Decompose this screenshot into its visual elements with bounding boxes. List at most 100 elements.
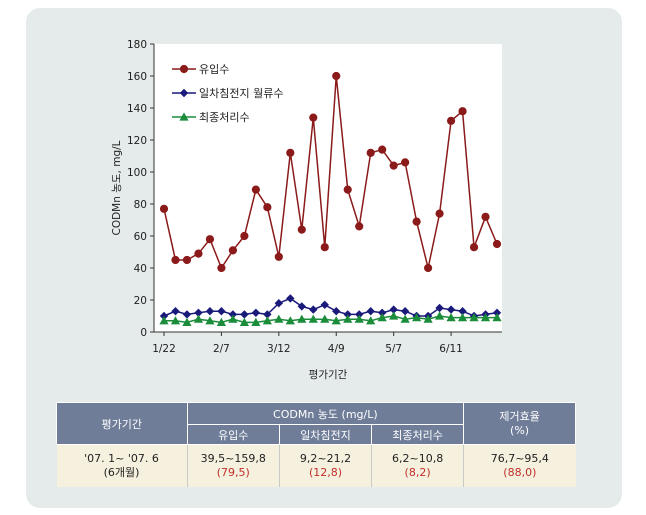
data-point: [366, 316, 376, 325]
data-point: [389, 161, 398, 170]
data-point: [446, 313, 456, 322]
data-point: [309, 305, 318, 314]
period-range: '07. 1~ '07. 6: [84, 451, 159, 465]
summary-table: 평가기간 CODMn 농도 (mg/L) 제거효율 (%) 유입수 일차침전지 …: [56, 402, 576, 487]
data-point: [366, 307, 375, 316]
data-point: [435, 303, 444, 313]
data-point: [377, 313, 387, 322]
data-point: [366, 148, 375, 157]
data-point: [286, 294, 295, 303]
series-0: [159, 71, 502, 273]
data-point: [492, 313, 502, 322]
data-point: [228, 246, 237, 255]
data-point: [274, 299, 284, 308]
data-point: [332, 307, 341, 316]
data-point: [424, 263, 433, 273]
data-point: [320, 243, 329, 252]
y-tick-label: 60: [134, 231, 147, 243]
removal-range: 76,7~95,4: [490, 451, 549, 465]
data-point: [194, 308, 203, 317]
y-tick-label: 180: [127, 39, 147, 51]
data-point: [251, 185, 260, 194]
data-point: [458, 107, 467, 116]
data-point: [262, 316, 272, 325]
data-point: [389, 305, 398, 314]
final-cell: 6,2~10,8 (8,2): [371, 444, 464, 487]
period-cell: '07. 1~ '07. 6 (6개월): [56, 444, 188, 487]
data-point: [182, 317, 192, 326]
legend-label: 최종처리수: [199, 111, 250, 124]
x-tick-label: 1/22: [152, 343, 176, 355]
data-point: [446, 116, 456, 125]
y-tick-label: 140: [127, 103, 147, 115]
subheader-final: 최종처리수: [371, 424, 465, 445]
data-point: [481, 212, 490, 221]
y-tick-label: 40: [134, 263, 147, 275]
data-point: [171, 307, 180, 316]
legend-label: 유입수: [199, 63, 229, 76]
data-point: [469, 243, 479, 252]
period-months: (6개월): [103, 465, 140, 479]
data-point: [205, 307, 215, 316]
data-point: [182, 255, 192, 265]
data-point: [355, 310, 364, 319]
data-point: [435, 209, 444, 218]
subheader-primary: 일차침전지: [278, 424, 373, 445]
header-removal: 제거효율 (%): [463, 402, 576, 445]
y-tick-label: 20: [134, 295, 147, 307]
data-point: [400, 314, 410, 323]
x-tick-label: 5/7: [385, 343, 402, 355]
data-point: [400, 307, 410, 316]
series-2: [159, 311, 502, 326]
data-point: [239, 317, 249, 326]
data-point: [194, 249, 203, 258]
data-point: [171, 255, 180, 265]
data-point: [423, 314, 433, 323]
data-point: [285, 316, 295, 325]
data-point: [240, 231, 249, 241]
data-point: [263, 203, 272, 212]
header-conc: CODMn 농도 (mg/L): [186, 402, 465, 425]
influent-cell: 39,5~159,8 (79,5): [186, 444, 280, 487]
subheader-influent: 유입수: [186, 424, 280, 445]
data-point: [343, 185, 352, 194]
legend-marker: [179, 112, 189, 121]
data-point: [170, 316, 181, 325]
data-point: [228, 310, 238, 319]
data-point: [159, 311, 169, 321]
data-point: [182, 310, 192, 319]
data-point: [378, 145, 387, 154]
x-tick-label: 3/12: [267, 343, 291, 355]
influent-average: (79,5): [216, 465, 250, 479]
x-tick-label: 2/7: [213, 343, 230, 355]
y-tick-label: 100: [127, 167, 147, 179]
data-point: [251, 317, 261, 326]
data-point: [205, 316, 215, 325]
data-point: [308, 314, 318, 323]
data-point: [331, 316, 341, 325]
data-point: [159, 316, 169, 325]
data-point: [297, 302, 306, 311]
data-point: [457, 313, 468, 322]
y-tick-label: 80: [134, 199, 147, 211]
data-point: [216, 317, 227, 326]
data-point: [309, 113, 318, 122]
header-period: 평가기간: [56, 402, 188, 445]
data-point: [343, 310, 352, 319]
legend-marker: [179, 88, 189, 98]
primary-range: 9,2~21,2: [299, 451, 352, 465]
data-point: [355, 222, 364, 231]
x-axis-title: 평가기간: [309, 369, 348, 381]
data-point: [401, 158, 410, 167]
data-point: [354, 314, 364, 323]
primary-cell: 9,2~21,2 (12,8): [278, 444, 372, 487]
data-point: [159, 204, 169, 213]
data-point: [492, 308, 502, 317]
x-tick-label: 4/9: [328, 343, 345, 355]
removal-cell: 76,7~95,4 (88,0): [463, 444, 576, 487]
data-point: [251, 308, 261, 317]
data-point: [332, 71, 341, 81]
data-point: [343, 314, 353, 323]
legend-marker: [179, 64, 189, 74]
data-point: [412, 313, 422, 322]
